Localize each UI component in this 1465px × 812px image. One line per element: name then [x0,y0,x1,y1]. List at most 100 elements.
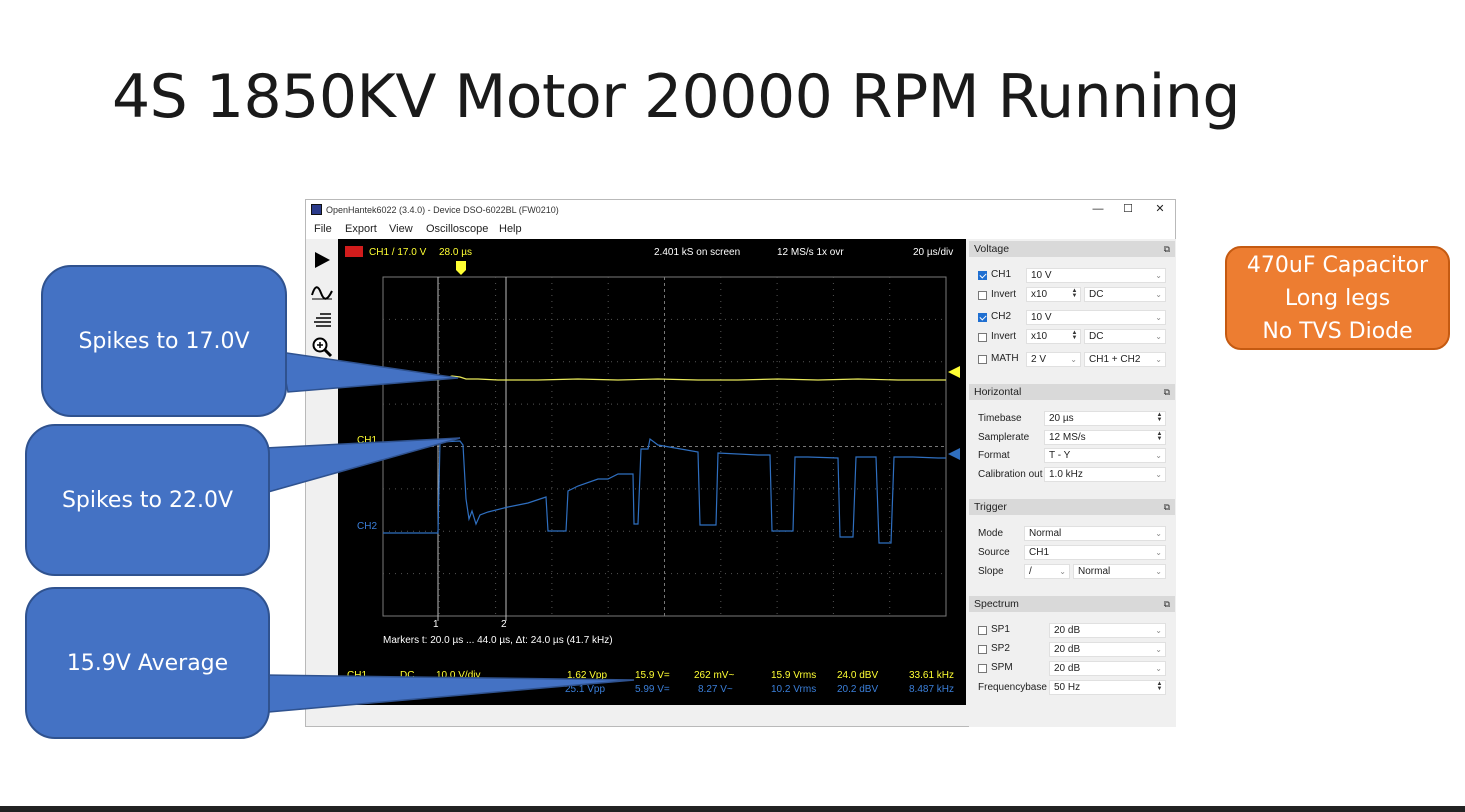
sine-wave-icon[interactable] [310,281,334,305]
marker-2-label[interactable]: 2 [501,619,507,630]
ch1-meas-freq: 33.61 kHz [909,670,955,681]
play-icon[interactable] [310,248,334,272]
timebase-spinbox[interactable]: 20 µs ▲ ▼ [1044,411,1166,426]
scope-channel-info: CH1 / 17.0 V [369,247,427,258]
sp2-value: 20 dB [1054,644,1081,655]
trigger-slope-value: / [1029,566,1032,577]
bottom-rule [0,806,1465,812]
ch1-checkbox[interactable] [978,271,987,280]
ch2-meas-vdc: 5.99 V= [635,684,670,695]
sp1-select[interactable]: 20 dB ⌄ [1049,623,1166,638]
spin-arrows-icon[interactable]: ▲ ▼ [1071,330,1078,341]
frequencybase-spinbox[interactable]: 50 Hz ▲ ▼ [1049,680,1166,695]
frequencybase-value: 50 Hz [1054,682,1081,693]
chevron-down-icon: ⌄ [1155,290,1162,299]
window-title: OpenHantek6022 (3.4.0) - Device DSO-6022… [326,205,559,215]
menu-export[interactable]: Export [345,223,377,235]
menu-oscilloscope[interactable]: Oscilloscope [426,223,489,235]
voltage-section-header[interactable]: Voltage ⧉ [969,241,1175,257]
math-mode-select[interactable]: CH1 + CH2 ⌄ [1084,352,1166,367]
float-icon[interactable]: ⧉ [1163,387,1170,397]
callout-spikes-17v: Spikes to 17.0V [41,265,287,417]
maximize-button[interactable]: ☐ [1123,203,1133,215]
sp2-checkbox[interactable] [978,645,987,654]
settings-panel: Voltage ⧉ CH1 10 V ⌄ Invert x10 ▲ ▼ DC ⌄ CH2 … [969,239,1176,727]
note-line-1: 470uF Capacitor [1246,252,1429,278]
scope-trigger-position: 28.0 µs [439,247,473,258]
trigger-section-header[interactable]: Trigger ⧉ [969,499,1175,515]
menu-file[interactable]: File [314,223,332,235]
ch2-volts-value: 10 V [1031,312,1052,323]
spin-arrows-icon[interactable]: ▲ ▼ [1156,681,1163,692]
ch1-probe-spinbox[interactable]: x10 ▲ ▼ [1026,287,1081,302]
chevron-down-icon: ⌄ [1155,451,1162,460]
slide-title: 4S 1850KV Motor 20000 RPM Running [112,62,1240,132]
float-icon[interactable]: ⧉ [1163,244,1170,254]
math-volts-select[interactable]: 2 V ⌄ [1026,352,1081,367]
marker-1-label[interactable]: 1 [433,619,439,630]
close-button[interactable]: ✕ [1155,203,1165,215]
spm-checkbox[interactable] [978,664,987,673]
calibration-value: 1.0 kHz [1049,469,1083,480]
callout-spikes-22v: Spikes to 22.0V [25,424,270,576]
horizontal-section-header[interactable]: Horizontal ⧉ [969,384,1175,400]
spm-select[interactable]: 20 dB ⌄ [1049,661,1166,676]
sp2-select[interactable]: 20 dB ⌄ [1049,642,1166,657]
sp1-label: SP1 [991,624,1010,635]
samplerate-spinbox[interactable]: 12 MS/s ▲ ▼ [1044,430,1166,445]
ch1-volts-value: 10 V [1031,270,1052,281]
chevron-down-icon: ⌄ [1155,313,1162,322]
sp1-checkbox[interactable] [978,626,987,635]
trigger-slope-select[interactable]: / ⌄ [1024,564,1070,579]
format-label: Format [978,450,1010,461]
capacitor-note: 470uF Capacitor Long legs No TVS Diode [1225,246,1450,350]
ch1-volts-select[interactable]: 10 V ⌄ [1026,268,1166,283]
menu-help[interactable]: Help [499,223,522,235]
spin-arrows-icon[interactable]: ▲ ▼ [1156,412,1163,423]
chevron-down-icon: ⌄ [1155,626,1162,635]
float-icon[interactable]: ⧉ [1163,502,1170,512]
zoom-icon[interactable] [310,335,334,359]
ch2-meas-vac: 8.27 V~ [698,684,733,695]
trigger-source-select[interactable]: CH1 ⌄ [1024,545,1166,560]
horizontal-title: Horizontal [974,386,1022,398]
ch1-invert-checkbox[interactable] [978,291,987,300]
samplerate-label: Samplerate [978,432,1030,443]
ch2-meas-dbv: 20.2 dBV [837,684,879,695]
oscilloscope-window: OpenHantek6022 (3.4.0) - Device DSO-6022… [305,199,1176,727]
calibration-select[interactable]: 1.0 kHz ⌄ [1044,467,1166,482]
float-icon[interactable]: ⧉ [1163,599,1170,609]
ch2-volts-select[interactable]: 10 V ⌄ [1026,310,1166,325]
menu-view[interactable]: View [389,223,413,235]
scope-display[interactable]: CH1 / 17.0 V 28.0 µs 2.401 kS on screen … [338,239,966,705]
trigger-mode-label: Mode [978,528,1004,539]
trigger-slope-mode-select[interactable]: Normal ⌄ [1073,564,1166,579]
ch1-meas-vac: 262 mV~ [694,670,735,681]
format-select[interactable]: T - Y ⌄ [1044,448,1166,463]
minimize-button[interactable]: — [1092,203,1104,215]
trigger-mode-select[interactable]: Normal ⌄ [1024,526,1166,541]
spin-arrows-icon[interactable]: ▲ ▼ [1156,431,1163,442]
trigger-level-icon[interactable] [310,308,334,332]
spectrum-section-header[interactable]: Spectrum ⧉ [969,596,1175,612]
note-line-3: No TVS Diode [1262,318,1413,344]
math-volts-value: 2 V [1031,354,1047,365]
chevron-down-icon: ⌄ [1059,567,1066,576]
title-bar: OpenHantek6022 (3.4.0) - Device DSO-6022… [306,200,1175,220]
menu-bar: File Export View Oscilloscope Help [306,220,1175,239]
samplerate-value: 12 MS/s [1049,432,1086,443]
ch1-coupling-select[interactable]: DC ⌄ [1084,287,1166,302]
ch2-checkbox[interactable] [978,313,987,322]
note-line-2: Long legs [1284,285,1391,311]
ch2-coupling-select[interactable]: DC ⌄ [1084,329,1166,344]
math-checkbox[interactable] [978,355,987,364]
ch1-label: CH1 [991,269,1012,280]
ch2-probe-spinbox[interactable]: x10 ▲ ▼ [1026,329,1081,344]
spin-arrows-icon[interactable]: ▲ ▼ [1071,288,1078,299]
ch2-invert-checkbox[interactable] [978,333,987,342]
ch2-probe-value: x10 [1031,331,1048,342]
sp1-value: 20 dB [1054,625,1081,636]
format-value: T - Y [1049,450,1071,461]
chevron-down-icon: ⌄ [1155,332,1162,341]
